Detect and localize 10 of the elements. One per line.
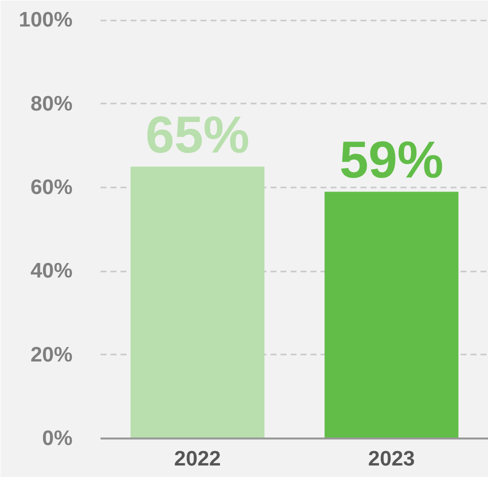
y-tick-label: 100% <box>18 8 73 32</box>
y-tick-label: 40% <box>30 260 73 283</box>
y-tick-label: 20% <box>30 343 73 366</box>
x-tick-label: 2022 <box>174 448 221 470</box>
y-tick-label: 60% <box>30 176 73 200</box>
data-label: 65% <box>145 106 250 165</box>
y-tick-label: 80% <box>30 92 73 116</box>
data-label: 59% <box>339 132 444 190</box>
x-tick-label: 2023 <box>368 448 415 470</box>
y-tick-label: 0% <box>42 427 73 450</box>
